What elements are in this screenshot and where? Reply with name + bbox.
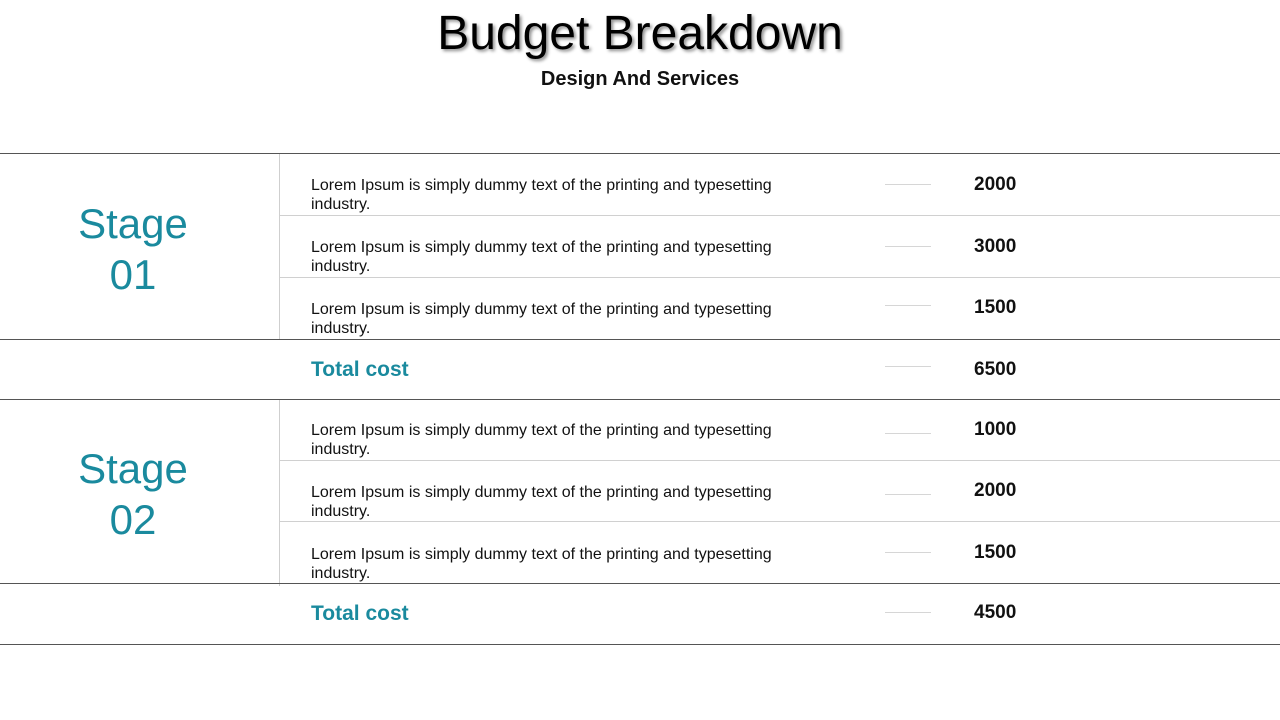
total-label: Total cost — [311, 602, 409, 625]
stage-label-word: Stage — [78, 445, 188, 492]
page-subtitle: Design And Services — [540, 68, 740, 90]
divider — [280, 460, 1280, 461]
item-description: Lorem Ipsum is simply dummy text of the … — [311, 301, 772, 337]
item-amount: 2000 — [974, 480, 1017, 501]
item-amount: 3000 — [974, 236, 1017, 257]
total-amount: 4500 — [974, 602, 1017, 623]
item-description: Lorem Ipsum is simply dummy text of the … — [311, 177, 772, 213]
total-amount: 6500 — [974, 359, 1017, 380]
divider — [279, 154, 280, 340]
table-row: Lorem Ipsum is simply dummy text of the … — [280, 216, 1280, 277]
divider — [279, 400, 280, 586]
table-row: Lorem Ipsum is simply dummy text of the … — [280, 278, 1280, 339]
divider — [0, 644, 1280, 645]
table-row: Lorem Ipsum is simply dummy text of the … — [280, 154, 1280, 215]
item-amount: 1500 — [974, 542, 1017, 563]
table-row: Lorem Ipsum is simply dummy text of the … — [280, 461, 1280, 522]
item-amount: 1500 — [974, 297, 1017, 318]
divider — [0, 153, 1280, 154]
divider — [0, 583, 1280, 584]
stage-label-word: Stage — [78, 200, 188, 247]
total-row: Total cost 4500 — [280, 584, 1280, 644]
stage-label: Stage 02 — [0, 443, 266, 545]
item-description: Lorem Ipsum is simply dummy text of the … — [311, 239, 772, 275]
divider — [885, 433, 931, 434]
divider — [885, 305, 931, 306]
item-description: Lorem Ipsum is simply dummy text of the … — [311, 484, 772, 520]
divider — [0, 339, 1280, 340]
item-description: Lorem Ipsum is simply dummy text of the … — [311, 546, 772, 582]
divider — [280, 277, 1280, 278]
divider — [885, 246, 931, 247]
item-amount: 2000 — [974, 174, 1017, 195]
divider — [280, 215, 1280, 216]
total-row: Total cost 6500 — [280, 340, 1280, 399]
divider — [885, 612, 931, 613]
divider — [280, 521, 1280, 522]
table-row: Lorem Ipsum is simply dummy text of the … — [280, 522, 1280, 583]
divider — [885, 494, 931, 495]
total-label: Total cost — [311, 358, 409, 381]
item-amount: 1000 — [974, 419, 1017, 440]
item-description: Lorem Ipsum is simply dummy text of the … — [311, 422, 772, 458]
stage-label-number: 01 — [109, 251, 157, 298]
table-row: Lorem Ipsum is simply dummy text of the … — [280, 400, 1280, 461]
divider — [885, 366, 931, 367]
stage-label: Stage 01 — [0, 198, 266, 300]
page-title: Budget Breakdown — [437, 7, 843, 60]
divider — [0, 399, 1280, 400]
stage-label-number: 02 — [109, 496, 157, 543]
divider — [885, 184, 931, 185]
divider — [885, 552, 931, 553]
